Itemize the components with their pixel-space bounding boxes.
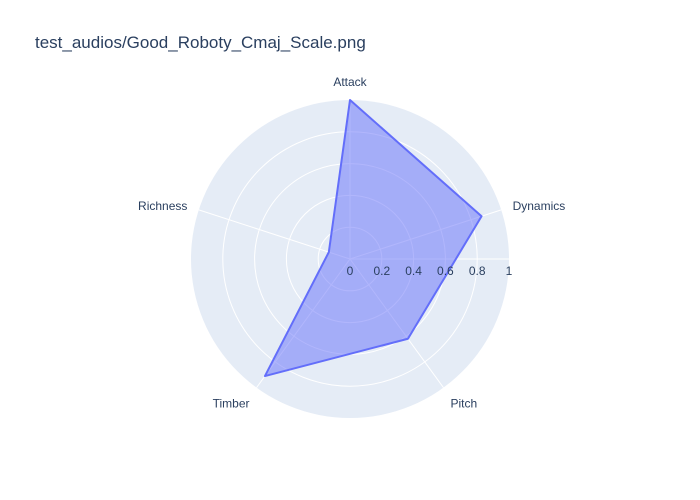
axis-label-timber: Timber xyxy=(213,396,250,410)
axis-label-dynamics: Dynamics xyxy=(513,199,566,213)
chart-title: test_audios/Good_Roboty_Cmaj_Scale.png xyxy=(35,33,366,52)
radial-tick-label: 0.8 xyxy=(469,264,486,278)
axis-label-richness: Richness xyxy=(138,199,187,213)
radial-tick-label: 1 xyxy=(506,264,513,278)
radial-tick-label: 0.6 xyxy=(437,264,454,278)
series-area xyxy=(263,99,483,378)
radial-tick-label: 0.4 xyxy=(405,264,422,278)
axis-label-attack: Attack xyxy=(333,75,367,89)
grid-spoke xyxy=(198,209,351,260)
radial-tick-label: 0.2 xyxy=(373,264,390,278)
axis-label-pitch: Pitch xyxy=(451,396,478,410)
radial-tick-label: 0 xyxy=(347,264,354,278)
series-layer xyxy=(263,99,483,378)
label-layer: 0 0.2 0.4 0.6 0.8 1 Attack Dynamics Pitch Timber R… xyxy=(138,75,565,410)
